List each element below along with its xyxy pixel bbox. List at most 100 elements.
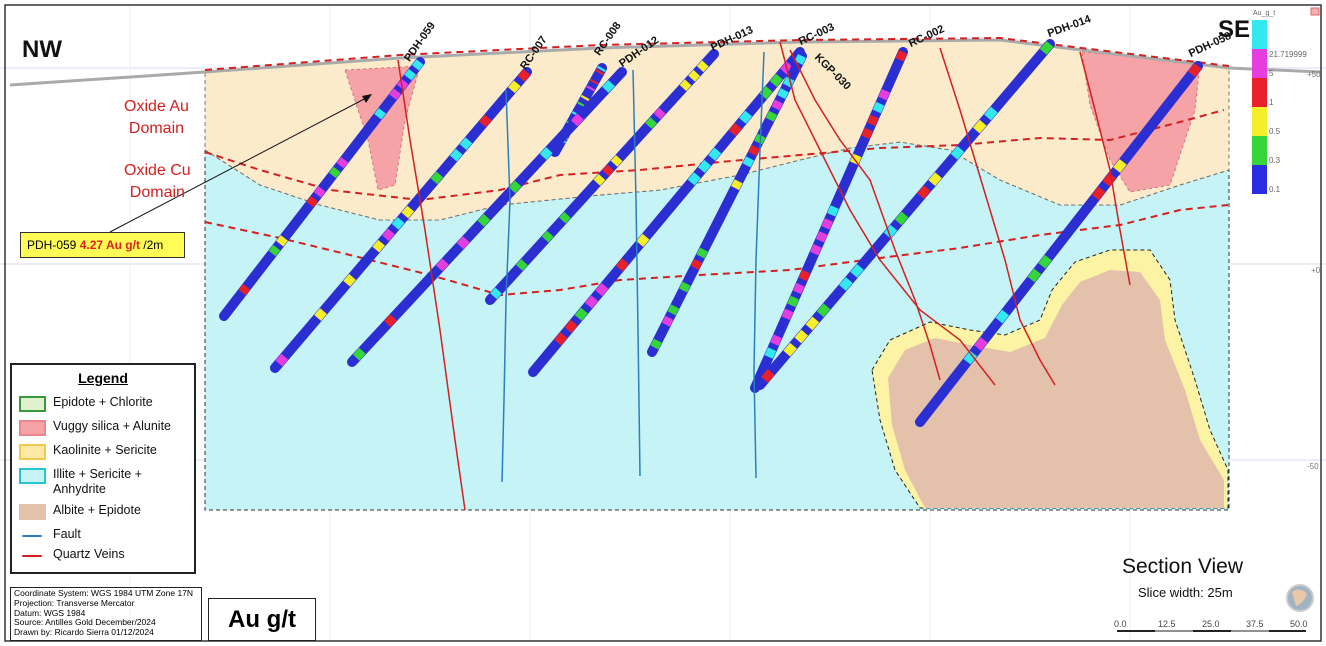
unit-label: Au g/t [208, 598, 316, 641]
scale-tick-label: 37.5 [1246, 619, 1264, 629]
legend-swatch [19, 468, 46, 484]
assay-interval [478, 114, 492, 128]
assay-interval [731, 179, 743, 191]
assay-interval [456, 236, 470, 250]
legend-swatch [22, 555, 42, 557]
assay-interval [650, 338, 662, 350]
meta-source: Source: Antilles Gold December/2024 [14, 617, 156, 628]
assay-interval [1113, 159, 1127, 173]
elevation-label-top: +50 [1307, 70, 1321, 79]
map-frame [4, 4, 1322, 642]
assay-interval [742, 156, 755, 168]
assay-interval [352, 347, 366, 361]
assay-interval [336, 156, 349, 169]
assay-interval [764, 347, 777, 359]
assay-interval [815, 231, 828, 243]
assay-interval [539, 147, 553, 160]
assay-interval [596, 65, 606, 73]
assay-interval [765, 110, 778, 122]
assay-interval [574, 307, 588, 321]
callout-arrow [109, 94, 372, 233]
assay-interval [777, 88, 789, 100]
assay-interval [404, 69, 417, 81]
assay-interval [328, 166, 341, 179]
assay-interval [602, 80, 615, 93]
assay-interval [928, 172, 942, 186]
assay-interval [1038, 254, 1052, 269]
assay-interval [805, 316, 820, 331]
assay-interval [343, 274, 356, 287]
colorbar-label: 0.1 [1269, 185, 1281, 194]
assay-interval [696, 247, 708, 259]
elevation-label-bottom: -50 [1307, 462, 1319, 471]
assay-interval [374, 108, 386, 120]
assay-interval [661, 315, 674, 327]
assay-interval [554, 332, 568, 346]
assay-interval [759, 86, 773, 100]
assay-interval [761, 368, 775, 383]
colorbar-swatch [1252, 136, 1267, 165]
close-icon[interactable] [1310, 7, 1320, 16]
assay-interval [849, 153, 862, 165]
assay-interval [883, 224, 898, 239]
legend-swatch [19, 444, 46, 460]
assay-interval [276, 235, 288, 247]
legend-swatch [22, 535, 42, 537]
legend-label: Kaolinite + Sericite [53, 443, 157, 457]
assay-interval [739, 110, 753, 124]
legend-label: Vuggy silica + Alunite [53, 419, 172, 433]
assay-interval [781, 308, 794, 321]
legend-label: Epidote + Chlorite [53, 395, 153, 409]
assay-interval [1027, 268, 1042, 283]
scale-tick-label: 12.5 [1158, 619, 1176, 629]
assay-interval [798, 269, 811, 282]
elevation-label-mid: +0 [1311, 266, 1321, 275]
assay-interval [1188, 63, 1202, 77]
assay-interval [477, 213, 491, 227]
assay-interval [972, 119, 987, 134]
legend-label: Quartz Veins [53, 547, 125, 561]
meta-coordinate-system: Coordinate System: WGS 1984 UTM Zone 17N [14, 588, 194, 598]
meta-projection: Projection: Transverse Mercator [14, 597, 135, 608]
assay-interval [894, 211, 909, 226]
drill-holes [219, 39, 1203, 427]
colorbar-swatch [1252, 49, 1267, 78]
assay-interval [508, 180, 522, 194]
scale-tick-label: 0.0 [1114, 619, 1127, 629]
assay-interval [595, 69, 605, 76]
assay-interval [610, 155, 623, 167]
assay-interval [783, 342, 797, 357]
assay-interval [827, 205, 839, 217]
assay-interval [389, 88, 401, 100]
assay-interval [810, 244, 822, 256]
assay-interval [688, 69, 701, 82]
assay-interval [515, 259, 528, 271]
assay-interval [850, 264, 864, 278]
globe-icon [1286, 584, 1314, 612]
assay-interval [872, 101, 885, 114]
corner-right-label: SE [1218, 16, 1251, 43]
drillhole-PDH-058[interactable] [915, 61, 1203, 427]
assay-interval [690, 258, 703, 270]
legend-label: Fault [53, 527, 81, 541]
assay-interval [384, 314, 397, 328]
assay-interval [541, 230, 554, 243]
assay-interval [821, 218, 834, 230]
oxide-zone [204, 39, 1230, 221]
assay-interval [570, 113, 584, 127]
assay-interval [580, 94, 590, 102]
assay-interval [636, 233, 650, 247]
colorbar-label: 0.3 [1269, 156, 1281, 165]
assay-interval [238, 283, 251, 296]
assay-interval [645, 117, 658, 129]
meta-datum: Datum: WGS 1984 [14, 607, 86, 618]
assay-interval [696, 60, 709, 73]
drillhole-RC-003[interactable] [528, 47, 805, 377]
colorbar-label: 5 [1269, 69, 1274, 78]
corner-left-label: NW [22, 36, 62, 63]
meta-drawn-by: Drawn by: Ricardo Sierra 01/12/2024 [14, 627, 154, 638]
assay-interval [1039, 41, 1054, 55]
colorbar-label: 0.5 [1269, 127, 1281, 136]
legend: Legend Epidote + Chlorite Vuggy silica + … [10, 363, 196, 574]
